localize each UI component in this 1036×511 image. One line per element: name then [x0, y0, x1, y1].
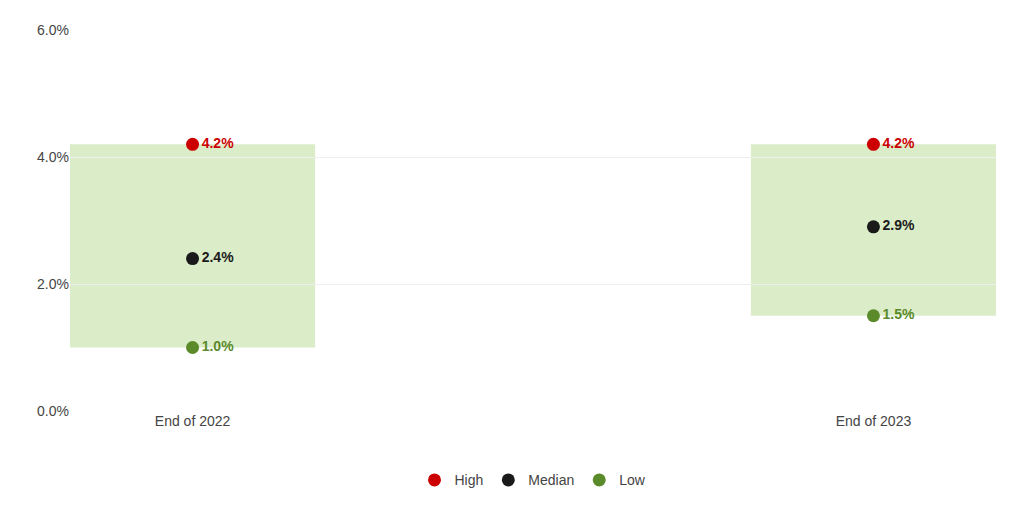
svg-text:Low: Low [619, 472, 646, 488]
svg-text:End of 2022: End of 2022 [155, 413, 231, 429]
svg-text:End of 2023: End of 2023 [836, 413, 912, 429]
svg-text:0.0%: 0.0% [37, 403, 69, 419]
svg-text:2.0%: 2.0% [37, 276, 69, 292]
svg-text:4.2%: 4.2% [202, 135, 234, 151]
svg-text:1.5%: 1.5% [883, 306, 915, 322]
svg-text:6.0%: 6.0% [37, 22, 69, 38]
svg-text:1.0%: 1.0% [202, 338, 234, 354]
svg-text:Median: Median [528, 472, 574, 488]
svg-text:2.4%: 2.4% [202, 249, 234, 265]
svg-text:High: High [455, 472, 484, 488]
svg-text:4.0%: 4.0% [37, 149, 69, 165]
svg-text:2.9%: 2.9% [883, 217, 915, 233]
svg-text:4.2%: 4.2% [883, 135, 915, 151]
